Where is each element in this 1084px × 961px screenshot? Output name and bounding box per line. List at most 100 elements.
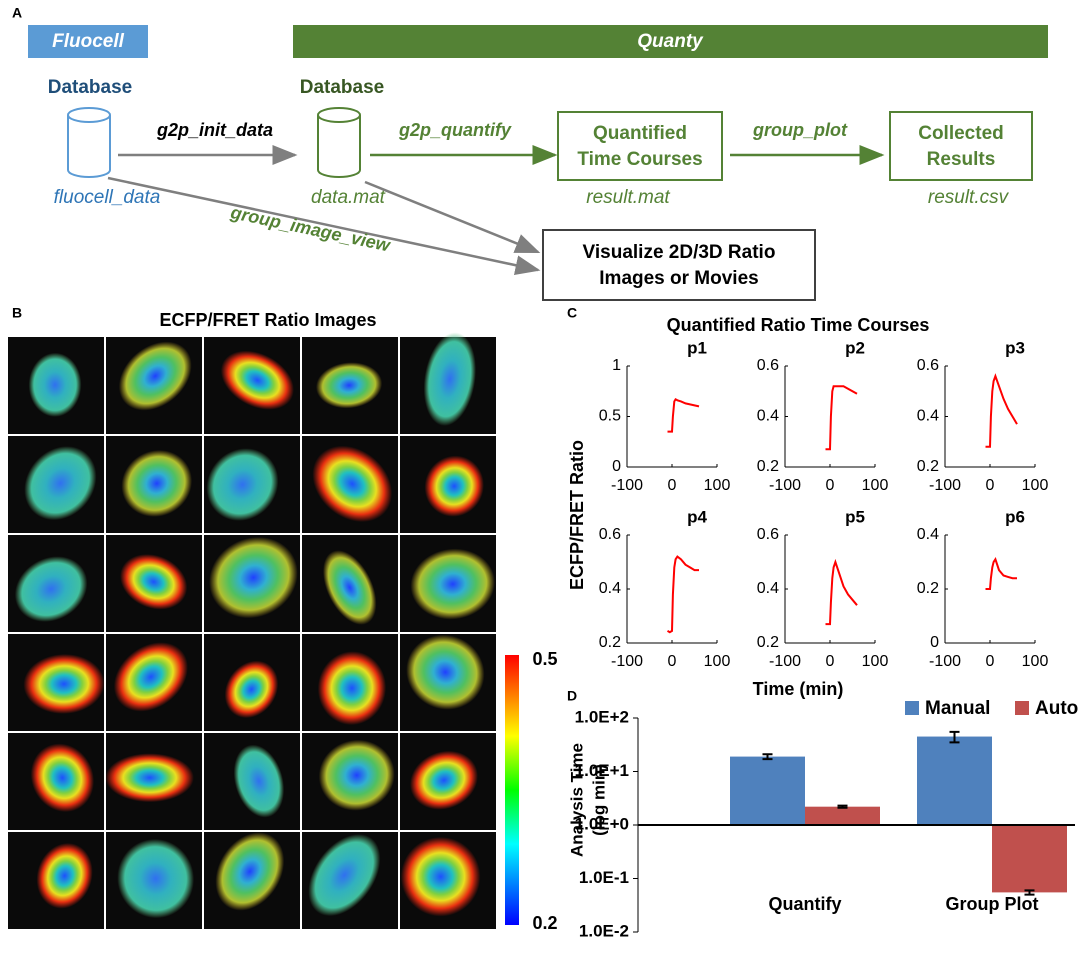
- function-label: group_image_view: [228, 202, 393, 256]
- arrow: [364, 180, 541, 254]
- legend-swatch: [1015, 701, 1029, 715]
- y-tick-label: 1.0E+1: [575, 761, 629, 780]
- legend-label: Auto: [1035, 698, 1078, 719]
- x-tick-label: 100: [704, 653, 731, 670]
- panel-label: A: [12, 5, 22, 21]
- box-text: Time Courses: [577, 149, 702, 170]
- bar: [805, 806, 880, 825]
- x-tick-label: 0: [826, 477, 835, 494]
- y-tick-label: 0.5: [599, 408, 621, 425]
- image-grid: [8, 332, 496, 929]
- file-label: result.mat: [586, 187, 670, 208]
- cell: [113, 642, 188, 712]
- y-tick-label: 0: [612, 458, 621, 475]
- y-tick-label: 0.2: [757, 458, 779, 475]
- box-text: Results: [927, 149, 996, 170]
- panel-title: Quantified Ratio Time Courses: [667, 315, 930, 335]
- fluocell-title: Fluocell: [52, 31, 125, 52]
- function-label: group_plot: [752, 120, 848, 140]
- y-axis-label: Analysis Time: [567, 743, 586, 857]
- x-tick-label: -100: [929, 477, 961, 494]
- cell: [315, 362, 383, 409]
- cell: [308, 834, 381, 917]
- chart-title: p6: [1005, 507, 1025, 526]
- cell: [317, 651, 387, 726]
- y-tick-label: 0.2: [599, 634, 621, 651]
- y-tick-label: 0.4: [757, 580, 779, 597]
- cell: [121, 450, 193, 517]
- cell: [118, 341, 192, 411]
- cell: [105, 753, 194, 803]
- line: [985, 373, 1018, 448]
- error-bar: [837, 804, 848, 809]
- cell: [312, 445, 393, 523]
- cell: [406, 634, 485, 710]
- error-bar: [949, 730, 960, 744]
- bar: [992, 825, 1067, 893]
- cell: [209, 536, 298, 619]
- chart-title: p5: [845, 507, 865, 526]
- x-tick-label: 100: [862, 477, 889, 494]
- cell: [215, 832, 285, 911]
- colorbar: [505, 655, 519, 925]
- chart-title: p2: [845, 338, 865, 357]
- y-axis-label: (log min): [589, 764, 608, 836]
- x-tick-label: 100: [1022, 653, 1049, 670]
- x-tick-label: 0: [826, 653, 835, 670]
- chart-title: p4: [687, 507, 707, 526]
- cell: [30, 743, 95, 813]
- cell: [220, 350, 294, 410]
- file-label: result.csv: [928, 187, 1010, 208]
- database-label: Database: [48, 77, 133, 98]
- x-axis-label: Time (min): [753, 679, 844, 699]
- cell: [24, 446, 97, 521]
- box-text: Collected: [918, 123, 1004, 144]
- box-text: Quantified: [593, 123, 687, 144]
- x-tick-label: -100: [769, 477, 801, 494]
- cell: [14, 556, 88, 622]
- x-tick-label: -100: [929, 653, 961, 670]
- function-label: g2p_init_data: [156, 120, 273, 140]
- x-tick-label: 100: [704, 477, 731, 494]
- cell: [206, 448, 279, 521]
- y-tick-label: 1.0E+2: [575, 707, 629, 726]
- process-box: [889, 111, 1033, 181]
- line: [667, 397, 700, 433]
- x-tick-label: -100: [611, 477, 643, 494]
- function-label: g2p_quantify: [398, 120, 512, 140]
- quanty-banner: [293, 25, 1048, 58]
- chart-title: p3: [1005, 338, 1025, 357]
- y-tick-label: 1.0E+0: [575, 814, 629, 833]
- y-tick-label: 0.6: [757, 526, 779, 543]
- y-tick-label: 0.2: [757, 634, 779, 651]
- x-tick-label: 100: [1022, 477, 1049, 494]
- cell: [117, 838, 195, 919]
- y-tick-label: 0.6: [599, 526, 621, 543]
- x-tick-label: 0: [668, 653, 677, 670]
- x-tick-label: 0: [986, 653, 995, 670]
- process-box: [542, 229, 816, 301]
- box-text: Images or Movies: [599, 268, 758, 289]
- quanty-title: Quanty: [637, 31, 704, 52]
- y-tick-label: 0.2: [917, 580, 939, 597]
- cell: [28, 352, 82, 417]
- cell: [224, 660, 279, 719]
- cell: [323, 550, 377, 625]
- y-tick-label: 0.4: [599, 580, 621, 597]
- file-label: data.mat: [311, 187, 386, 208]
- panel-label: C: [567, 305, 577, 321]
- cell: [23, 654, 105, 714]
- cell: [120, 554, 188, 610]
- x-tick-label: Quantify: [768, 894, 841, 914]
- x-tick-label: 0: [986, 477, 995, 494]
- colorbar-label: 0.5: [532, 649, 557, 669]
- x-tick-label: 100: [862, 653, 889, 670]
- y-tick-label: 1.0E-1: [579, 868, 629, 887]
- database-icon: [67, 107, 111, 178]
- y-tick-label: 0.6: [757, 357, 779, 374]
- x-tick-label: -100: [769, 653, 801, 670]
- cell: [423, 332, 476, 426]
- process-box: [557, 111, 723, 181]
- database-label: Database: [300, 77, 385, 98]
